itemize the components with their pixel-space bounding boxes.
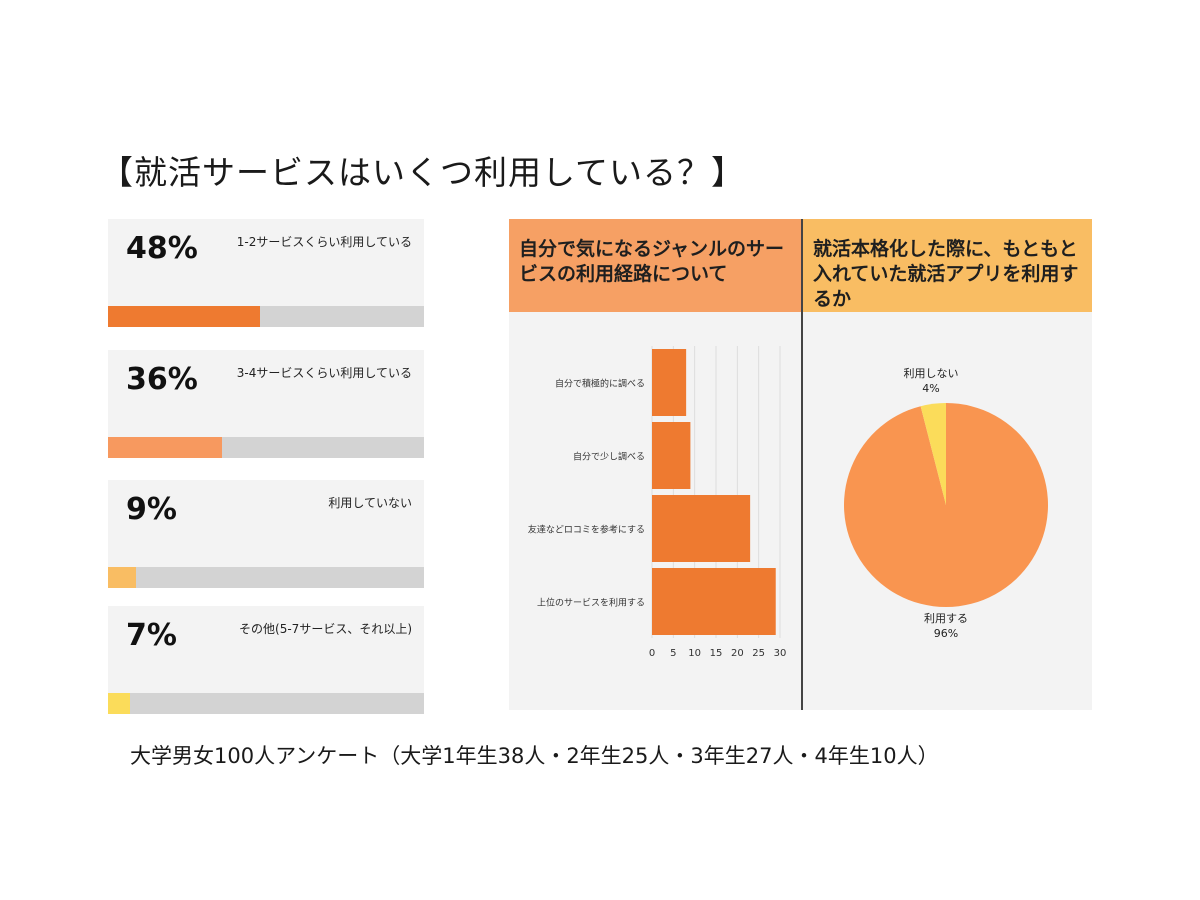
page-title: 【就活サービスはいくつ利用している？】 (100, 153, 746, 192)
stat-bar-track (108, 437, 424, 458)
bar (652, 568, 776, 635)
stat-label: 利用していない (328, 496, 412, 510)
stat-percent: 36% (126, 362, 198, 397)
x-tick-label: 15 (710, 648, 723, 659)
bar (652, 422, 691, 489)
pie-chart: 利用する 96% 利用しない 4% (844, 367, 1048, 640)
stat-label: その他(5-7サービス、それ以上) (239, 622, 412, 636)
x-tick-label: 10 (688, 648, 701, 659)
survey-footnote: 大学男女100人アンケート（大学1年生38人・2年生25人・3年生27人・4年生… (130, 744, 939, 768)
pie-slice-percent: 4% (922, 382, 939, 395)
bar-chart-title: 自分で気になるジャンルのサービスの利用経路について (519, 238, 785, 285)
category-label: 友達などロコミを参考にする (528, 524, 645, 536)
stat-bar-fill (108, 306, 260, 327)
x-tick-label: 20 (731, 648, 744, 659)
pie-slice (920, 403, 946, 505)
stat-card-not-using: 9% 利用していない (108, 480, 424, 588)
stat-bar-track (108, 693, 424, 714)
stat-card-other: 7% その他(5-7サービス、それ以上) (108, 606, 424, 714)
x-tick-label: 0 (649, 648, 655, 659)
stat-bar-fill (108, 693, 131, 714)
bar-chart: 0 5 10 15 20 25 30 自分で積極的に調べる自分で少し調べる友達などロコミを参考… (528, 346, 787, 659)
pie-slice-label: 利用する (924, 612, 968, 625)
stat-label: 1-2サービスくらい利用している (236, 235, 412, 249)
bar (652, 349, 687, 416)
x-tick-label: 5 (670, 648, 676, 659)
pie-chart-header: 就活本格化した際に、もともと入れていた就活アプリを利用するか (803, 219, 1092, 312)
stat-percent: 48% (126, 231, 198, 266)
stat-percent: 9% (126, 492, 177, 527)
stat-card-3-4-services: 36% 3-4サービスくらい利用している (108, 350, 424, 458)
stat-percent: 7% (126, 618, 177, 653)
stat-bar-track (108, 567, 424, 588)
panel-divider (801, 219, 803, 710)
bar (652, 495, 751, 562)
pie-chart-title: 就活本格化した際に、もともと入れていた就活アプリを利用するか (813, 238, 1079, 310)
stat-bar-fill (108, 437, 222, 458)
x-tick-label: 30 (774, 648, 787, 659)
stat-card-1-2-services: 48% 1-2サービスくらい利用している (108, 219, 424, 327)
category-label: 自分で少し調べる (573, 451, 645, 463)
category-label: 上位のサービスを利用する (537, 597, 645, 609)
stat-bar-fill (108, 567, 137, 588)
pie-chart-panel: 就活本格化した際に、もともと入れていた就活アプリを利用するか 利用する 96% 利用… (803, 219, 1092, 710)
pie-slice-percent: 96% (934, 627, 958, 640)
pie-slice-label: 利用しない (904, 367, 959, 380)
stat-bar-track (108, 306, 424, 327)
bar-chart-header: 自分で気になるジャンルのサービスの利用経路について (509, 219, 801, 312)
stat-label: 3-4サービスくらい利用している (236, 366, 412, 380)
bar-chart-panel: 自分で気になるジャンルのサービスの利用経路について 0 5 10 15 20 25 30 自分… (509, 219, 801, 710)
category-label: 自分で積極的に調べる (555, 378, 645, 390)
x-tick-label: 25 (752, 648, 765, 659)
